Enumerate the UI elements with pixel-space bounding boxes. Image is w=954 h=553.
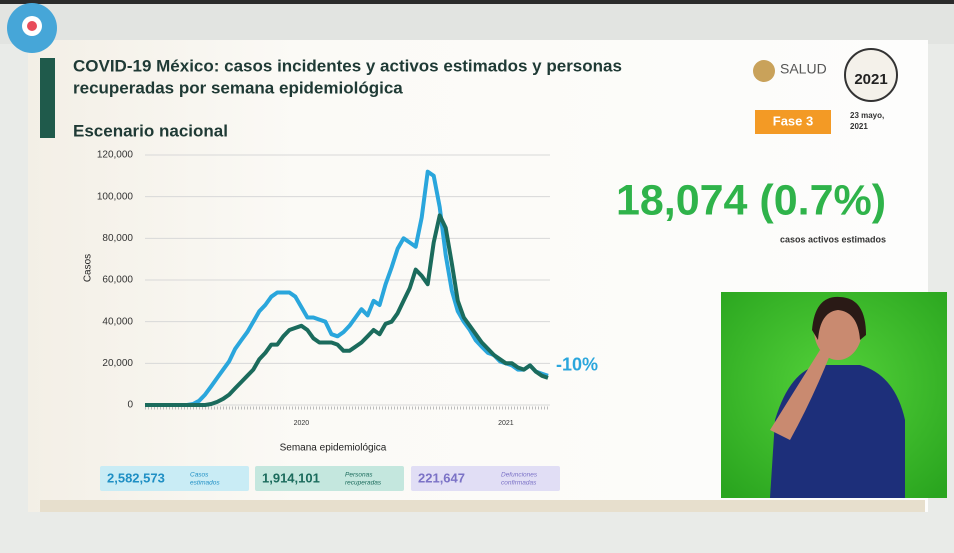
y-tick-label: 80,000	[102, 233, 133, 244]
stat-box	[411, 466, 560, 491]
series-line	[145, 169, 549, 407]
stat-value: 1,914,101	[262, 470, 320, 485]
stat-label: Casos	[190, 472, 209, 479]
interpreter-hair	[812, 296, 866, 340]
emblem	[844, 48, 898, 102]
date-line: 2021	[850, 122, 868, 131]
stat-label: Personas	[345, 472, 373, 479]
x-group-label: 2020	[294, 420, 310, 427]
stat-label: recuperadas	[345, 480, 382, 487]
highlight-value: 18,074 (0.7%)	[616, 176, 886, 224]
title-line: recuperadas por semana epidemiológica	[73, 78, 403, 97]
stat-label: confirmadas	[501, 480, 537, 487]
stat-box	[255, 466, 404, 491]
highlight-caption: casos activos estimados	[780, 234, 886, 244]
x-axis-title: Semana epidemiológica	[280, 443, 387, 454]
title-accent	[40, 58, 55, 138]
stat-label: estimados	[190, 480, 220, 487]
title-line: COVID-19 México: casos incidentes y acti…	[73, 56, 622, 75]
logo-seal	[753, 60, 775, 82]
y-tick-label: 0	[127, 400, 133, 411]
series-line	[145, 213, 549, 407]
phase-badge	[755, 110, 831, 134]
annotation: -10%	[556, 355, 598, 375]
stat-label: Defunciones	[501, 472, 538, 479]
phase-text: Fase 3	[773, 113, 813, 128]
y-axis-title: Casos	[83, 254, 94, 282]
top-bar	[0, 0, 954, 4]
x-group-label: 2021	[498, 420, 514, 427]
emblem-text: 2021	[854, 71, 887, 88]
interpreter-hand	[770, 350, 830, 440]
chart: 0 20,000 40,000 60,000 80,000 100,000 120,000 2…	[83, 150, 598, 454]
subtitle: Escenario nacional	[73, 121, 228, 140]
date-line: 23 mayo,	[850, 111, 884, 120]
stat-box	[100, 466, 249, 491]
stat-value: 2,582,573	[107, 470, 165, 485]
y-tick-label: 100,000	[97, 191, 134, 202]
footnote-bar	[40, 500, 925, 512]
stat-value: 221,647	[418, 470, 465, 485]
logo-text: SALUD	[780, 61, 827, 77]
y-tick-label: 20,000	[102, 358, 133, 369]
y-tick-label: 60,000	[102, 275, 133, 286]
y-tick-label: 40,000	[102, 316, 133, 327]
app-icon-dot	[27, 21, 37, 31]
top-band	[0, 4, 954, 44]
y-tick-label: 120,000	[97, 150, 134, 161]
